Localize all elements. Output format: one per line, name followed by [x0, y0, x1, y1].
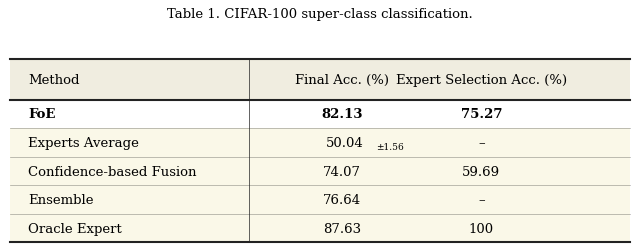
- Text: 100: 100: [469, 222, 494, 235]
- Text: Final Acc. (%): Final Acc. (%): [295, 74, 388, 86]
- Text: –: –: [478, 136, 484, 149]
- Text: –: –: [478, 193, 484, 206]
- Text: Experts Average: Experts Average: [28, 136, 139, 149]
- Text: FoE: FoE: [28, 108, 56, 121]
- Text: 50.04: 50.04: [326, 136, 364, 149]
- Text: Ensemble: Ensemble: [28, 193, 93, 206]
- Text: 75.27: 75.27: [461, 108, 502, 121]
- Text: 74.07: 74.07: [323, 165, 361, 178]
- Text: Confidence-based Fusion: Confidence-based Fusion: [28, 165, 196, 178]
- Text: 76.64: 76.64: [323, 193, 361, 206]
- Text: 82.13: 82.13: [321, 108, 362, 121]
- Text: ±1.56: ±1.56: [376, 143, 403, 152]
- Text: Method: Method: [28, 74, 80, 86]
- Text: Table 1. CIFAR-100 super-class classification.: Table 1. CIFAR-100 super-class classific…: [167, 8, 473, 20]
- Text: 59.69: 59.69: [462, 165, 500, 178]
- Text: 87.63: 87.63: [323, 222, 361, 235]
- Text: Oracle Expert: Oracle Expert: [28, 222, 122, 235]
- Text: Expert Selection Acc. (%): Expert Selection Acc. (%): [396, 74, 567, 86]
